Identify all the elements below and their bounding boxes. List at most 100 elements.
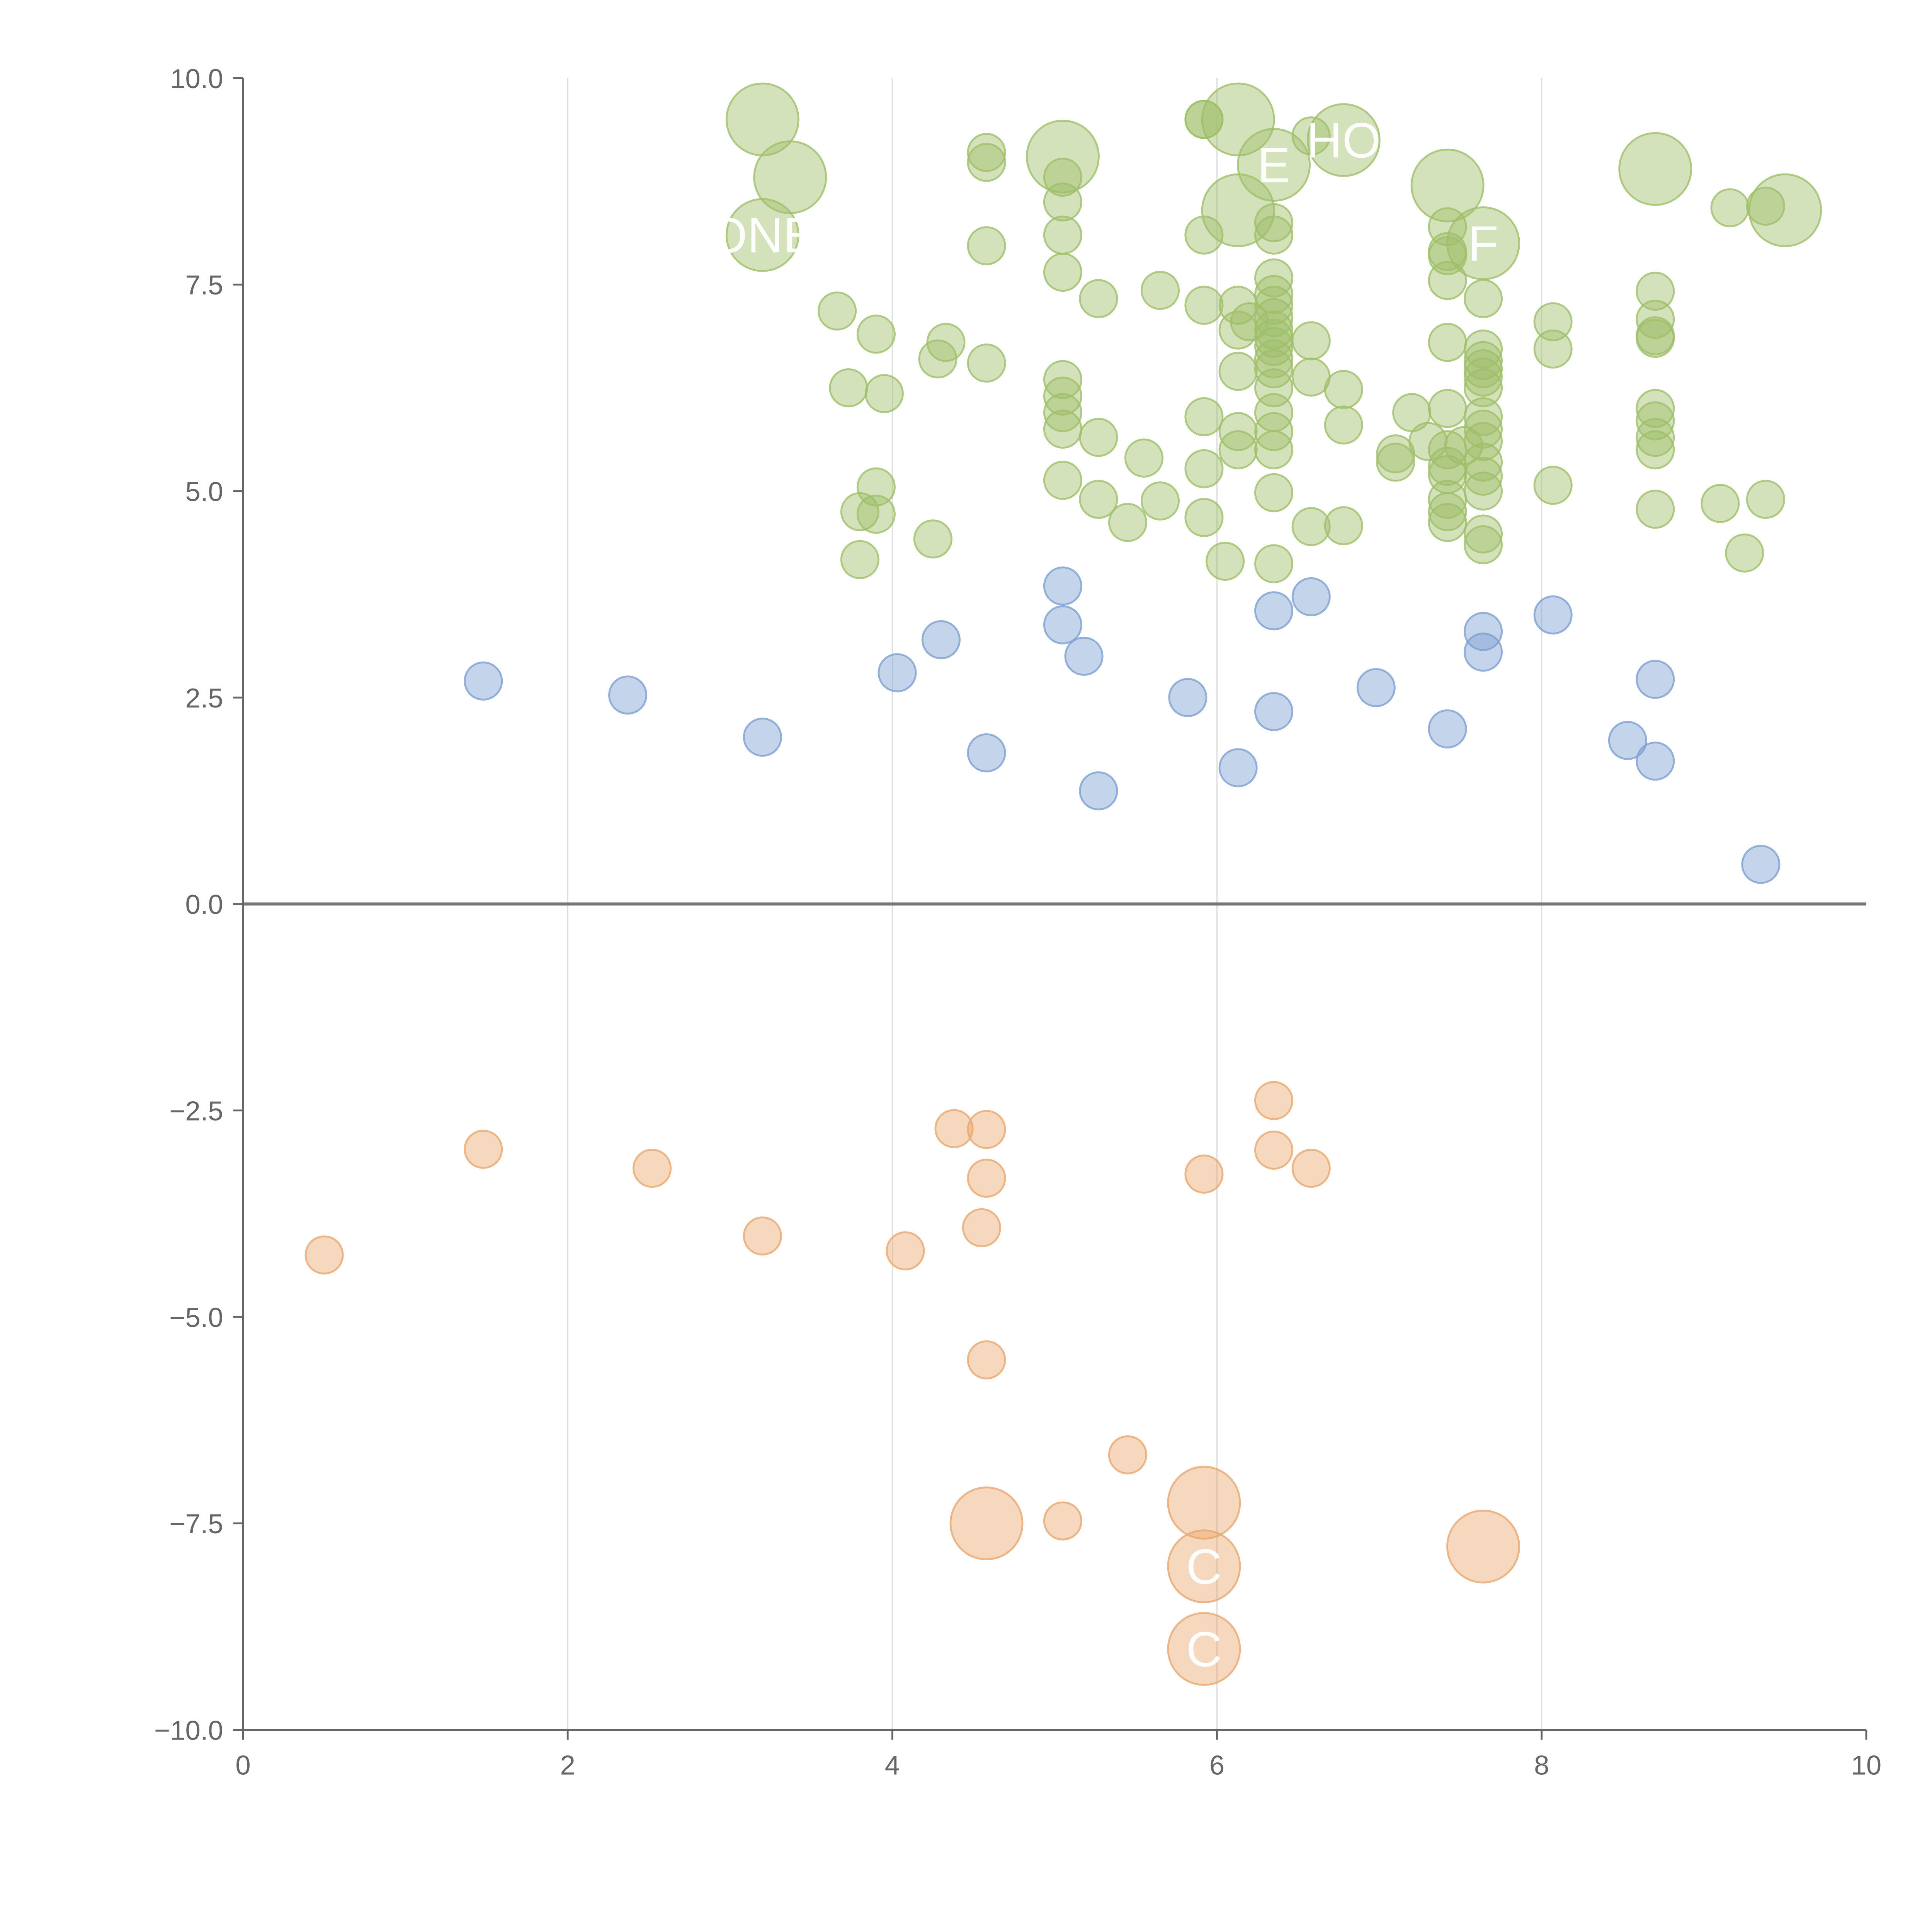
scatter-point [1291,577,1331,616]
y-tick-label: 0.0 [185,889,223,920]
scatter-point [1533,302,1573,342]
scatter-point [1167,1529,1241,1604]
scatter-point [1428,492,1467,531]
scatter-point [304,1235,344,1275]
scatter-point [464,661,503,701]
scatter-point [1324,370,1363,409]
scatter-point [464,1129,503,1169]
y-tick-label: 2.5 [185,683,223,713]
scatter-point [1533,466,1573,505]
scatter-point [878,653,917,692]
scatter-point [840,540,879,579]
scatter-point [1636,742,1675,781]
scatter-point [1463,341,1503,380]
scatter-point [1746,480,1786,519]
scatter-point [1746,186,1786,226]
scatter-point [817,291,857,331]
scatter-point [1463,471,1503,511]
scatter-point [1043,1501,1083,1541]
scatter-point [1167,1612,1241,1686]
scatter-point [1206,541,1245,581]
scatter-point [856,495,896,534]
scatter-point [967,226,1006,265]
scatter-point [1184,286,1224,325]
scatter-point [1184,498,1224,537]
scatter-point [1725,533,1764,573]
scatter-point [1710,188,1750,228]
point-label: C [1186,1539,1222,1595]
scatter-point [1254,203,1294,242]
data-points [304,82,1822,1686]
scatter-point [1140,270,1180,310]
scatter-point [1701,484,1740,523]
scatter-point [1636,490,1675,529]
scatter-point [1618,132,1692,206]
scatter-point [1428,447,1467,486]
scatter-point [1218,748,1258,787]
scatter-point [1254,430,1294,469]
scatter-point [1184,1154,1224,1194]
scatter-point [840,492,879,531]
scatter-point [967,733,1006,772]
scatter-point [1463,368,1503,408]
scatter-point [967,344,1006,383]
scatter-point [1636,318,1675,358]
scatter-point [1428,323,1467,362]
x-axis-ticks: 0 2 4 6 8 10 [235,1730,1881,1780]
scatter-point [1291,321,1331,361]
point-label: E [1257,138,1291,193]
point-label: HO [1306,113,1381,168]
scatter-point [1636,389,1675,428]
scatter-point [962,1208,1001,1247]
scatter-point [1230,302,1269,342]
scatter-point [1218,310,1258,350]
scatter-point [1218,430,1258,469]
scatter-point [918,339,957,379]
scatter-point [1444,426,1483,465]
scatter-point [1124,438,1164,478]
scatter-point [886,1231,925,1270]
scatter-point [1608,721,1647,760]
scatter-point [1324,405,1363,445]
scatter-point [1291,507,1331,546]
scatter-point [743,718,782,757]
scatter-point [1463,329,1503,369]
scatter-point [1463,442,1503,482]
scatter-point [967,133,1006,172]
y-tick-label: 7.5 [185,270,223,300]
scatter-point [1636,272,1675,311]
scatter-point [1748,173,1822,247]
scatter-point [1254,215,1294,255]
scatter-point [1237,128,1311,202]
scatter-point [1533,329,1573,369]
scatter-point [1043,410,1083,449]
scatter-point [1064,636,1104,676]
scatter-point [1291,1148,1331,1188]
scatter-point [1254,591,1294,631]
scatter-point [608,675,648,715]
scatter-point [913,519,952,559]
scatter-point [1463,410,1503,449]
scatter-point [1463,612,1503,651]
scatter-point [1254,473,1294,512]
y-tick-label: −7.5 [169,1509,223,1539]
scatter-point [1446,1509,1520,1583]
scatter-point [1184,449,1224,488]
scatter-point [1184,215,1224,255]
scatter-point [743,1216,782,1256]
scatter-point [1043,215,1083,255]
scatter-point [949,1486,1024,1561]
scatter-point [1254,1130,1294,1170]
scatter-point [1079,480,1118,519]
scatter-point [1463,633,1503,672]
scatter-point [1043,461,1083,500]
point-label: C [1186,1622,1222,1677]
scatter-point [1463,279,1503,318]
scatter-point [856,315,896,354]
scatter-point [1043,182,1083,222]
point-labels: ONE E HO F CC [709,113,1498,1677]
scatter-point [967,1158,1006,1198]
scatter-point [1636,418,1675,457]
scatter-point [1184,100,1224,139]
